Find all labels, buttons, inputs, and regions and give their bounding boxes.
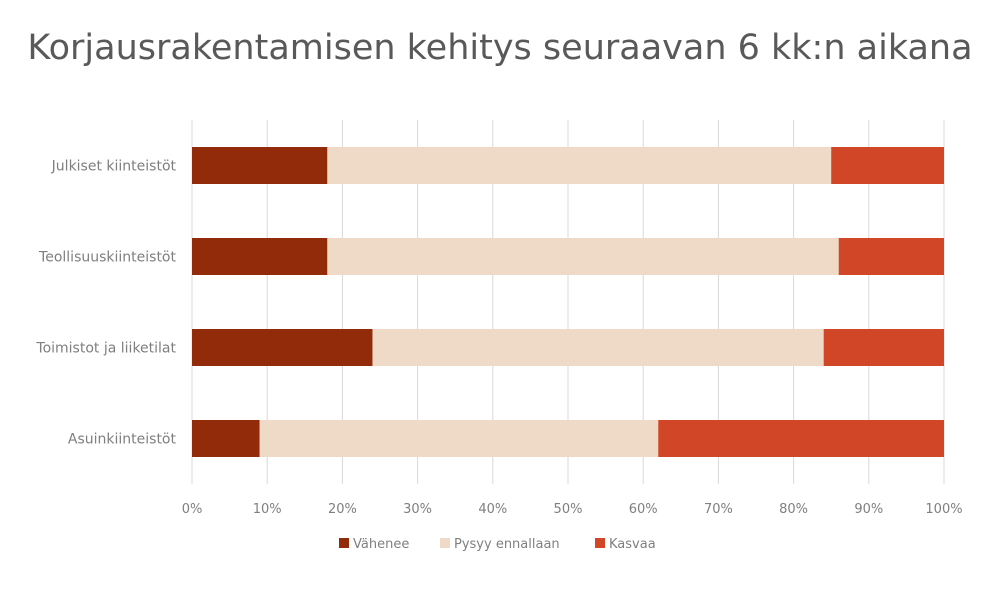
category-label: Asuinkiinteistöt (68, 432, 177, 448)
bar-segment (823, 329, 944, 366)
legend-label: Pysyy ennallaan (454, 537, 560, 552)
x-tick-label: 10% (253, 502, 282, 517)
bar-segment (327, 147, 832, 184)
bar-segment (838, 238, 944, 275)
x-axis-tick-labels: 0% 10% 20% 30% 40% 50% 60% 70% 80% 90% 100% (182, 502, 963, 517)
x-tick-label: 90% (854, 502, 883, 517)
bar-segment (192, 329, 373, 366)
bar-segment (831, 147, 944, 184)
x-tick-label: 100% (925, 502, 962, 517)
chart-title: Korjausrakentamisen kehitys seuraavan 6 … (27, 28, 973, 68)
bar-segment (372, 329, 824, 366)
legend-label: Kasvaa (609, 537, 656, 552)
x-tick-label: 40% (478, 502, 507, 517)
category-label: Toimistot ja liiketilat (35, 341, 176, 357)
legend: Vähenee Pysyy ennallaan Kasvaa (339, 537, 656, 552)
legend-swatch (339, 538, 349, 548)
category-label: Julkiset kiinteistöt (51, 159, 177, 175)
x-tick-label: 30% (403, 502, 432, 517)
legend-swatch (440, 538, 450, 548)
x-tick-label: 70% (704, 502, 733, 517)
category-label: Teollisuuskiinteistöt (38, 250, 176, 266)
bars (192, 147, 944, 457)
legend-swatch (595, 538, 605, 548)
bar-segment (192, 238, 328, 275)
bar-segment (192, 147, 328, 184)
x-tick-label: 60% (629, 502, 658, 517)
bar-segment (259, 420, 659, 457)
legend-label: Vähenee (353, 537, 409, 552)
x-tick-label: 80% (779, 502, 808, 517)
category-labels: Julkiset kiinteistöt Teollisuuskiinteistö… (35, 159, 176, 448)
x-tick-label: 20% (328, 502, 357, 517)
x-tick-label: 0% (182, 502, 203, 517)
bar-segment (327, 238, 839, 275)
bar-segment (192, 420, 260, 457)
x-tick-label: 50% (554, 502, 583, 517)
bar-segment (658, 420, 944, 457)
